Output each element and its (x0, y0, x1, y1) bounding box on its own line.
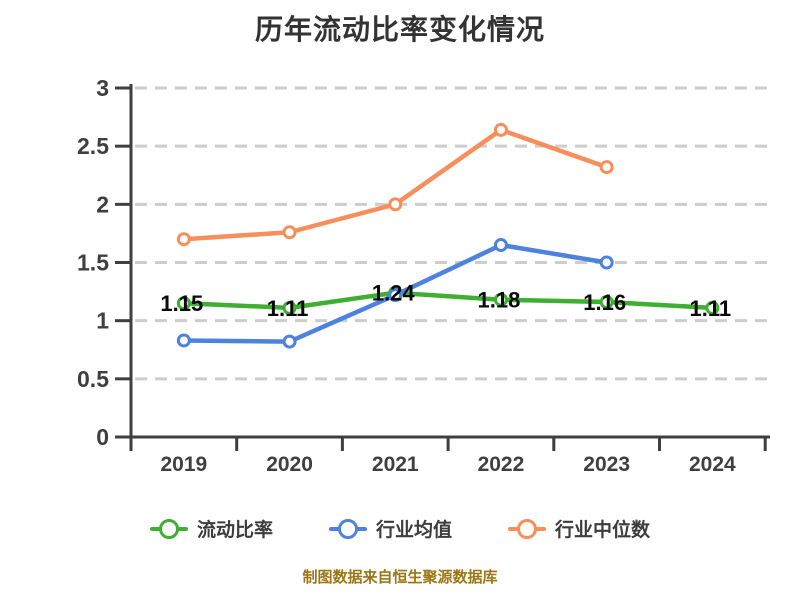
svg-text:2: 2 (96, 191, 109, 217)
legend-item-current-ratio[interactable]: 流动比率 (149, 515, 273, 542)
svg-text:1.24: 1.24 (372, 281, 416, 306)
line-marker-icon (149, 518, 188, 539)
legend-label: 行业中位数 (555, 520, 651, 541)
svg-text:1.15: 1.15 (160, 291, 203, 316)
svg-text:1.5: 1.5 (77, 250, 109, 276)
chart-title: 历年流动比率变化情况 (254, 14, 545, 45)
svg-text:2023: 2023 (583, 453, 630, 476)
svg-text:1: 1 (96, 308, 109, 334)
svg-text:2020: 2020 (266, 453, 313, 476)
legend-item-industry-mean[interactable]: 行业均值 (328, 515, 452, 542)
svg-text:0: 0 (96, 424, 109, 450)
svg-text:2021: 2021 (372, 453, 419, 476)
chart-legend: 流动比率 行业均值 行业中位数 (0, 515, 800, 542)
line-marker-icon (328, 518, 367, 539)
svg-text:1.11: 1.11 (690, 296, 732, 321)
legend-label: 行业均值 (375, 520, 452, 541)
svg-text:1.18: 1.18 (478, 288, 521, 313)
svg-text:2024: 2024 (689, 453, 736, 476)
svg-text:1.16: 1.16 (583, 290, 626, 315)
legend-label: 流动比率 (196, 520, 273, 541)
svg-text:0.5: 0.5 (77, 366, 109, 392)
svg-text:1.11: 1.11 (267, 296, 309, 321)
data-source-note: 制图数据来自恒生聚源数据库 (302, 569, 498, 586)
svg-text:3: 3 (96, 75, 109, 101)
svg-text:2022: 2022 (478, 453, 525, 476)
legend-item-industry-median[interactable]: 行业中位数 (508, 515, 650, 542)
svg-text:2019: 2019 (160, 453, 207, 476)
svg-text:2.5: 2.5 (77, 133, 109, 159)
line-chart: 0 0.5 1 1.5 2 2.5 3 2019 2020 2021 2022 2023 2024 1.1… (77, 75, 770, 476)
line-marker-icon (508, 518, 546, 539)
